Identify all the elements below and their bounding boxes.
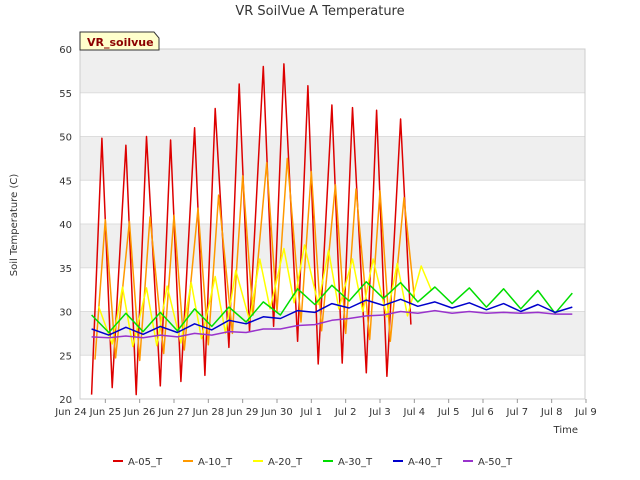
- series-lines: [90, 63, 573, 396]
- x-tick-label: Jun 26: [123, 407, 156, 418]
- y-tick-label: 40: [59, 220, 72, 231]
- chart-title: VR SoilVue A Temperature: [235, 4, 404, 19]
- y-tick-label: 45: [59, 176, 72, 187]
- legend-label: A-05_T: [128, 457, 163, 468]
- legend-label: A-10_T: [198, 457, 233, 468]
- background-band: [80, 49, 585, 93]
- x-axis-ticks: Jun 24 Jun 25 Jun 26 Jun 27 Jun 28 Jun 29 Jun …: [54, 399, 597, 418]
- background-band: [80, 136, 585, 181]
- y-tick-label: 30: [59, 308, 72, 319]
- x-tick-label: Jun 27: [157, 407, 190, 418]
- y-axis-ticks: 20 25 30 35 40 45 50 55 60: [59, 45, 72, 406]
- badge: VR_soilvue: [79, 31, 160, 51]
- series-line-A-40_T: [91, 298, 573, 336]
- legend-label: A-40_T: [408, 457, 443, 468]
- x-tick-label: Jul 4: [403, 407, 426, 418]
- y-axis-title: Soil Temperature (C): [9, 174, 20, 277]
- x-tick-label: Jun 28: [192, 407, 225, 418]
- badge-box: [79, 31, 160, 51]
- plot-frame: [79, 48, 586, 400]
- y-tick-label: 25: [59, 351, 72, 362]
- y-tick-label: 50: [59, 133, 72, 144]
- background-bands: [80, 49, 585, 356]
- x-tick-label: Jul 6: [471, 407, 494, 418]
- x-tick-label: Jul 8: [540, 407, 563, 418]
- x-tick-label: Jul 7: [506, 407, 529, 418]
- y-tick-label: 20: [59, 395, 72, 406]
- x-tick-label: Jul 9: [574, 407, 597, 418]
- badge-label: VR_soilvue: [87, 36, 154, 49]
- x-tick-label: Jun 25: [89, 407, 122, 418]
- x-tick-label: Jul 3: [368, 407, 391, 418]
- series-line-A-30_T: [91, 281, 573, 334]
- series-line-A-50_T: [91, 309, 573, 339]
- x-axis-title: Time: [553, 425, 578, 436]
- x-tick-label: Jul 5: [437, 407, 460, 418]
- x-tick-label: Jun 24: [54, 407, 87, 418]
- x-tick-label: Jun 29: [226, 407, 259, 418]
- background-band: [80, 224, 585, 268]
- x-tick-label: Jul 1: [300, 407, 323, 418]
- legend-label: A-50_T: [478, 457, 513, 468]
- y-tick-label: 60: [59, 45, 72, 56]
- x-tick-label: Jun 30: [260, 407, 293, 418]
- y-tick-label: 55: [59, 89, 72, 100]
- y-tick-label: 35: [59, 264, 72, 275]
- legend: A-05_T A-10_T A-20_T A-30_T A-40_T A-50_T: [113, 457, 513, 468]
- x-tick-label: Jul 2: [334, 407, 357, 418]
- legend-label: A-20_T: [268, 457, 303, 468]
- legend-label: A-30_T: [338, 457, 373, 468]
